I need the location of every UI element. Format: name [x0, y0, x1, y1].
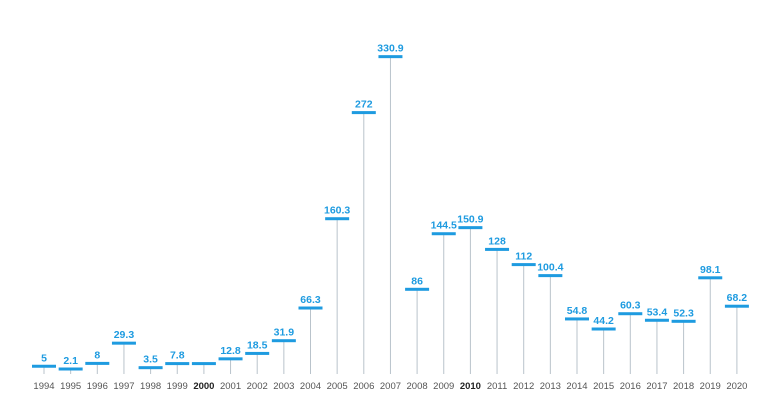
value-label-2018: 52.3: [673, 307, 694, 319]
value-label-2002: 18.5: [247, 339, 268, 351]
year-label-2000: 2000: [193, 381, 214, 392]
cap-2006: [351, 111, 376, 115]
value-label-2016: 60.3: [620, 300, 641, 312]
cap-2005: [325, 217, 350, 221]
value-label-1999: 7.8: [170, 350, 185, 362]
value-label-2006: 272: [355, 99, 373, 111]
cap-2010: [458, 226, 483, 230]
value-label-1994: 5: [41, 352, 47, 364]
cap-2013: [538, 274, 563, 278]
value-label-2012: 112: [515, 251, 532, 263]
year-label-1999: 1999: [167, 381, 188, 392]
cap-2011: [485, 247, 510, 251]
year-label-1997: 1997: [113, 381, 134, 392]
cap-2004: [298, 306, 323, 310]
year-label-1994: 1994: [33, 381, 54, 392]
cap-2009: [431, 232, 456, 236]
cap-2016: [618, 312, 643, 316]
cap-2020: [724, 304, 749, 308]
year-label-2004: 2004: [300, 381, 321, 392]
cap-1996: [85, 361, 110, 365]
year-label-2018: 2018: [673, 381, 694, 392]
value-label-2011: 128: [488, 235, 506, 247]
year-label-2001: 2001: [220, 381, 241, 392]
year-label-2016: 2016: [620, 381, 641, 392]
year-label-2015: 2015: [593, 381, 614, 392]
cap-1998: [138, 366, 163, 370]
year-label-1995: 1995: [60, 381, 81, 392]
value-label-1998: 3.5: [143, 354, 158, 366]
cap-2012: [511, 263, 536, 267]
cap-2015: [591, 327, 616, 331]
cap-2014: [565, 317, 589, 321]
value-label-2005: 160.3: [324, 205, 350, 217]
value-label-1996: 8: [94, 349, 100, 361]
value-label-2004: 66.3: [300, 294, 321, 306]
cap-1994: [32, 364, 56, 368]
cap-2002: [245, 351, 270, 355]
cap-2008: [405, 287, 430, 291]
year-label-2002: 2002: [247, 381, 268, 392]
year-label-1998: 1998: [140, 381, 161, 392]
value-label-1997: 29.3: [114, 329, 135, 341]
cap-2000: [191, 362, 216, 366]
value-label-2007: 330.9: [377, 43, 403, 55]
value-label-2017: 53.4: [647, 306, 668, 318]
year-label-2006: 2006: [353, 381, 374, 392]
year-label-2008: 2008: [407, 381, 428, 392]
value-label-2015: 44.2: [593, 315, 614, 327]
cap-1997: [111, 341, 136, 345]
year-label-2005: 2005: [327, 381, 348, 392]
year-label-2011: 2011: [487, 381, 507, 392]
cap-2001: [218, 357, 243, 361]
year-label-2013: 2013: [540, 381, 561, 392]
year-label-2010: 2010: [460, 381, 481, 392]
value-label-2020: 68.2: [727, 292, 748, 304]
value-label-2019: 98.1: [700, 264, 721, 276]
year-label-2014: 2014: [566, 381, 587, 392]
cap-2017: [644, 318, 669, 322]
value-label-2013: 100.4: [537, 262, 563, 274]
value-label-1995: 2.1: [63, 355, 78, 367]
value-label-2014: 54.8: [567, 305, 588, 317]
year-label-2003: 2003: [273, 381, 294, 392]
year-label-1996: 1996: [87, 381, 108, 392]
year-label-2012: 2012: [513, 381, 534, 392]
year-label-2019: 2019: [700, 381, 721, 392]
cap-1995: [58, 367, 83, 371]
year-label-2007: 2007: [380, 381, 401, 392]
cap-1999: [165, 362, 190, 366]
value-label-2003: 31.9: [274, 327, 295, 339]
year-label-2017: 2017: [646, 381, 667, 392]
cap-2018: [671, 319, 696, 323]
value-label-2008: 86: [411, 275, 423, 287]
year-label-2009: 2009: [433, 381, 454, 392]
value-label-2009: 144.5: [431, 220, 457, 232]
cap-2007: [378, 55, 403, 59]
cap-2003: [271, 339, 296, 343]
cap-2019: [698, 276, 723, 280]
value-label-2001: 12.8: [220, 345, 241, 357]
year-label-2020: 2020: [726, 381, 747, 392]
value-label-2010: 150.9: [457, 214, 483, 226]
